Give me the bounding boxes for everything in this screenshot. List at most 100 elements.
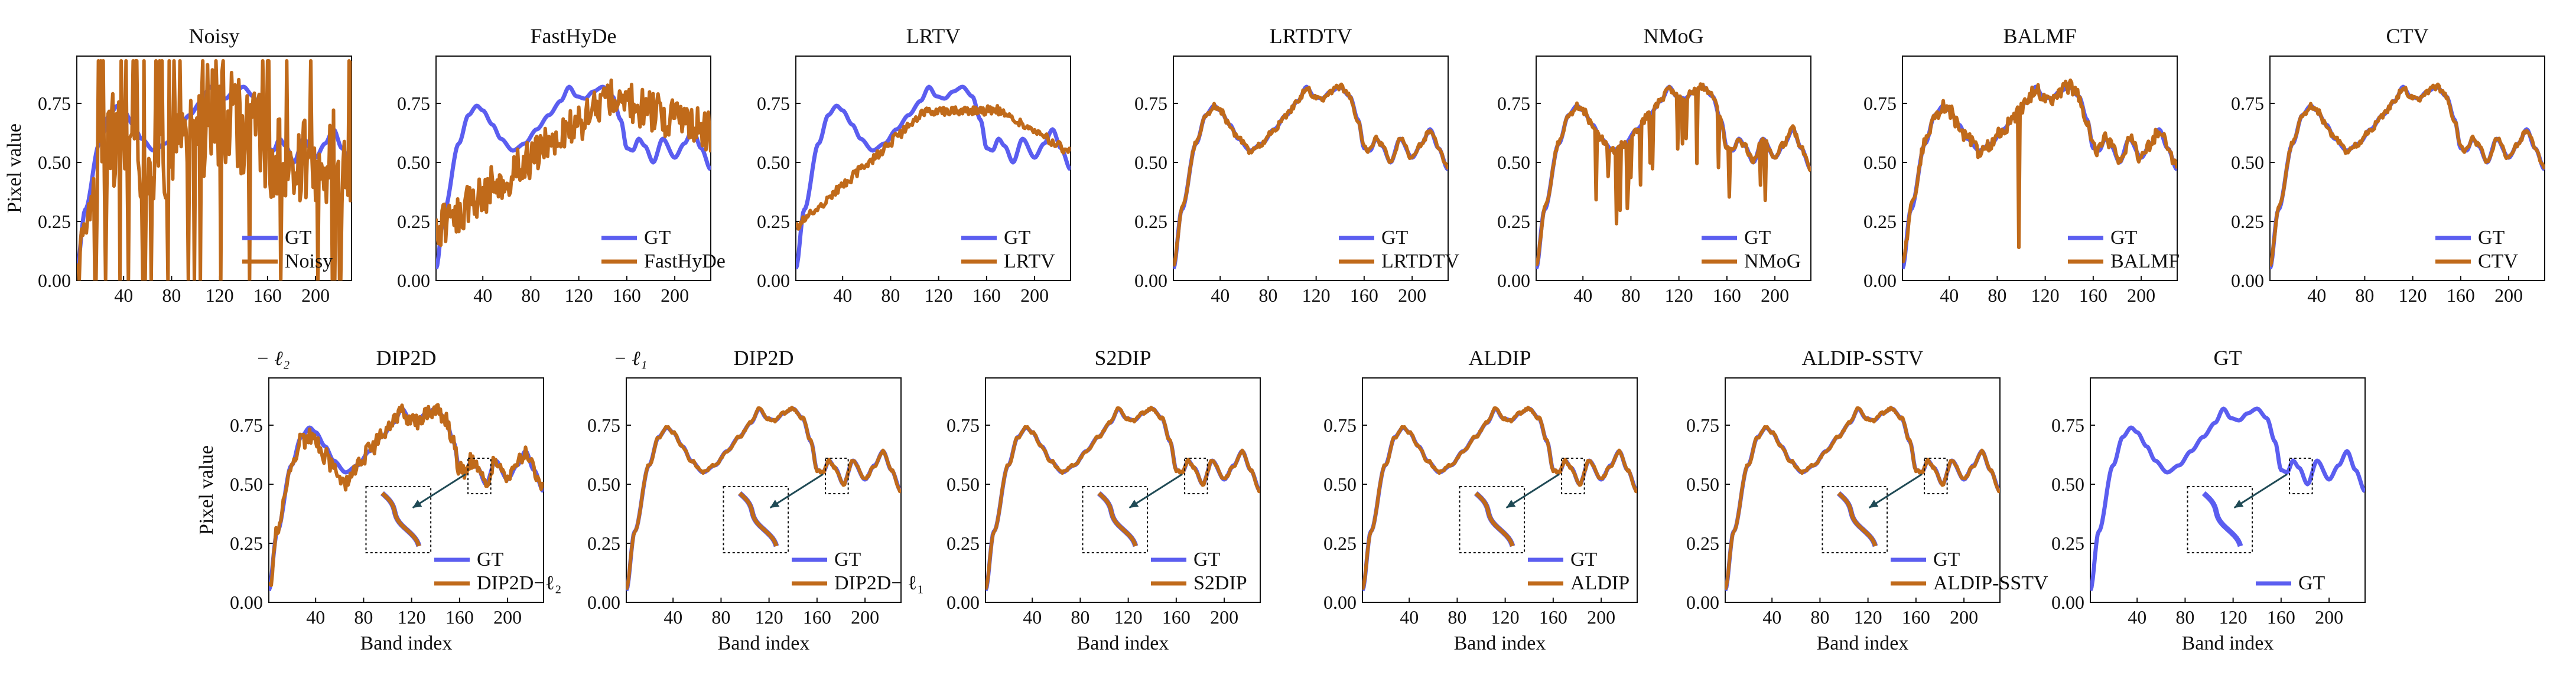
legend-label: GT	[285, 227, 312, 249]
y-tick-label: 0.75	[757, 93, 790, 114]
zoom-source-box	[825, 458, 849, 494]
x-tick-label: 40	[1023, 606, 1042, 628]
y-tick-label: 0.50	[230, 474, 263, 495]
x-tick-label: 200	[661, 285, 689, 306]
x-tick-label: 160	[2079, 285, 2107, 306]
subplot-title: BALMF	[2003, 24, 2076, 48]
y-tick-label: 0.25	[2231, 211, 2264, 232]
y-tick-label: 0.50	[1686, 474, 1719, 495]
zoom-source-box	[1561, 458, 1585, 494]
subplot: GT 0.00 0.25 0.50 0.75 40 80 120 160 200 Band inde…	[2051, 346, 2366, 654]
y-tick-label: 0.50	[38, 152, 71, 173]
zoom-arrow	[1868, 473, 1923, 509]
x-tick-label: 160	[1902, 606, 1930, 628]
x-tick-label: 80	[1258, 285, 1277, 306]
y-tick-label: 0.25	[1686, 533, 1719, 554]
y-tick-label: 0.00	[230, 592, 263, 613]
zoom-arrowhead	[1869, 500, 1879, 508]
x-tick-label: 80	[2175, 606, 2194, 628]
x-tick-label: 200	[851, 606, 879, 628]
y-tick-label: 0.75	[1686, 415, 1719, 436]
x-axis-label: Band index	[1077, 632, 1169, 654]
x-tick-label: 200	[1587, 606, 1615, 628]
series-method-line	[1173, 82, 1448, 267]
series-method-line	[626, 406, 901, 591]
x-tick-label: 120	[925, 285, 953, 306]
x-tick-label: 160	[1350, 285, 1378, 306]
subplot-note: − ℓ₁	[613, 348, 647, 370]
y-tick-label: 0.75	[38, 93, 71, 114]
y-tick-label: 0.00	[1863, 270, 1897, 291]
y-tick-label: 0.50	[587, 474, 620, 495]
x-tick-label: 200	[493, 606, 522, 628]
x-tick-label: 120	[1114, 606, 1143, 628]
x-tick-label: 120	[1854, 606, 1882, 628]
legend-label: ALDIP	[1570, 572, 1629, 594]
y-tick-label: 0.25	[38, 211, 71, 232]
zoom-source-box	[1184, 458, 1208, 494]
y-tick-label: 0.00	[1134, 270, 1167, 291]
y-tick-label: 0.00	[397, 270, 430, 291]
x-tick-label: 160	[2267, 606, 2295, 628]
x-tick-label: 40	[1400, 606, 1419, 628]
y-tick-label: 0.25	[2051, 533, 2084, 554]
x-tick-label: 200	[301, 285, 330, 306]
x-tick-label: 160	[972, 285, 1001, 306]
y-tick-label: 0.75	[397, 93, 430, 114]
y-tick-label: 0.00	[2051, 592, 2084, 613]
legend-label: LRTV	[1004, 250, 1055, 272]
y-tick-label: 0.50	[2231, 152, 2264, 173]
y-tick-label: 0.50	[2051, 474, 2084, 495]
series-gt-line	[2090, 406, 2365, 592]
legend-label: GT	[2298, 572, 2325, 594]
y-tick-label: 0.75	[2051, 415, 2084, 436]
zoom-arrow	[769, 473, 824, 509]
x-tick-label: 120	[2031, 285, 2060, 306]
y-tick-label: 0.75	[1323, 415, 1357, 436]
subplot-title: ALDIP-SSTV	[1801, 346, 1923, 370]
zoom-gt-line	[2201, 491, 2243, 547]
legend-label: S2DIP	[1193, 572, 1247, 594]
zoom-arrow	[2233, 473, 2288, 509]
y-tick-label: 0.25	[947, 533, 980, 554]
x-axis-label: Band index	[1817, 632, 1909, 654]
y-tick-label: 0.75	[587, 415, 620, 436]
x-tick-label: 40	[2307, 285, 2326, 306]
zoom-arrowhead	[412, 500, 422, 508]
series-gt-line	[796, 84, 1071, 270]
y-tick-label: 0.75	[1497, 93, 1530, 114]
x-tick-label: 80	[1621, 285, 1640, 306]
y-tick-label: 0.25	[397, 211, 430, 232]
x-tick-label: 120	[1491, 606, 1520, 628]
zoom-arrowhead	[2234, 500, 2244, 508]
legend-label: ALDIP-SSTV	[1933, 572, 2048, 594]
y-tick-label: 0.25	[1497, 211, 1530, 232]
x-tick-label: 120	[1302, 285, 1331, 306]
subplot-title: DIP2D	[733, 346, 793, 370]
y-axis-label: Pixel value	[196, 445, 217, 535]
legend-label: DIP2D−ℓ₂	[477, 572, 562, 594]
y-tick-label: 0.75	[2231, 93, 2264, 114]
subplot: ALDIP-SSTV 0.00 0.25 0.50 0.75 40 80 120 160 200 B…	[1686, 346, 2048, 654]
legend-label: GT	[1381, 227, 1409, 249]
series-method-line	[796, 104, 1071, 231]
x-tick-label: 120	[2399, 285, 2427, 306]
y-tick-label: 0.50	[1134, 152, 1167, 173]
zoom-arrow	[1505, 473, 1560, 509]
series-method-line	[985, 406, 1260, 591]
x-tick-label: 160	[253, 285, 282, 306]
x-tick-label: 120	[206, 285, 234, 306]
x-tick-label: 80	[1071, 606, 1089, 628]
x-axis-label: Band index	[2182, 632, 2274, 654]
legend-label: CTV	[2478, 250, 2518, 272]
legend-label: BALMF	[2110, 250, 2180, 272]
zoom-method-line	[380, 491, 421, 547]
legend-label: GT	[1570, 549, 1598, 570]
x-tick-label: 120	[2219, 606, 2248, 628]
x-tick-label: 80	[1810, 606, 1829, 628]
x-tick-label: 80	[162, 285, 181, 306]
